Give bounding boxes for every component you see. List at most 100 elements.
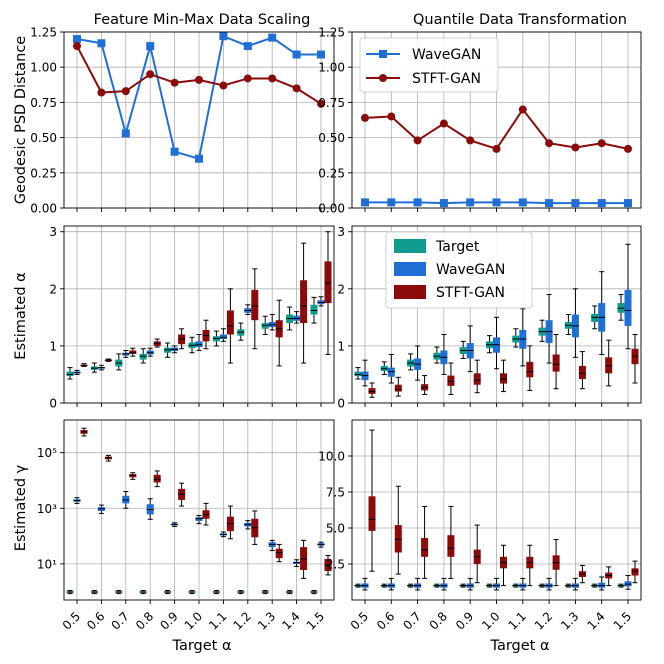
box-stft-gan bbox=[275, 548, 283, 559]
panel-r2-c1: 2.5 5.0 7.5 10.0 0.5 0.6 0.7 0.8 0.9 1.0 1.1 1.2 1.3… bbox=[318, 419, 642, 633]
point-wavegan bbox=[466, 198, 475, 207]
axes-frame bbox=[63, 225, 335, 404]
xtick-label: 0.5 bbox=[348, 609, 371, 632]
point-wavegan bbox=[170, 147, 179, 156]
point-stft-gan bbox=[571, 143, 580, 152]
panel-r1-c0: 0 1 2 3 bbox=[49, 225, 335, 411]
box-stft-gan bbox=[500, 373, 507, 384]
ytick-label: 0.50 bbox=[30, 131, 57, 145]
column-title-right: Quantile Data Transformation bbox=[413, 12, 627, 28]
legend: WaveGAN STFT-GAN bbox=[359, 37, 499, 93]
legend-label: STFT-GAN bbox=[412, 71, 481, 87]
point-stft-gan bbox=[292, 84, 301, 93]
panel-r0-c0: 0.00 0.25 0.50 0.75 1.00 1.25 bbox=[30, 26, 335, 216]
point-stft-gan bbox=[146, 70, 155, 79]
point-wavegan bbox=[597, 199, 606, 208]
xtick-label: 0.6 bbox=[374, 609, 397, 632]
ytick-label: 1.25 bbox=[318, 26, 345, 40]
xtick-label: 0.8 bbox=[427, 609, 450, 632]
axes-frame bbox=[63, 419, 335, 601]
xtick-label: 0.7 bbox=[400, 609, 423, 632]
ytick-label: 10⁵ bbox=[37, 446, 57, 460]
xtick-label: 0.5 bbox=[60, 609, 83, 632]
xtick-label: 1.1 bbox=[506, 609, 529, 632]
ytick-label: 1.25 bbox=[30, 26, 57, 40]
legend-label: WaveGAN bbox=[412, 47, 481, 63]
ytick-label: 3 bbox=[49, 225, 57, 239]
point-wavegan bbox=[518, 198, 527, 207]
point-wavegan bbox=[146, 42, 155, 51]
ytick-label: 7.5 bbox=[326, 486, 345, 500]
box-stft-gan bbox=[368, 496, 376, 531]
box-stft-gan bbox=[394, 384, 402, 392]
ytick-label: 0.75 bbox=[30, 96, 57, 110]
point-wavegan bbox=[439, 199, 448, 208]
point-stft-gan bbox=[413, 136, 422, 145]
xtick-label: 1.1 bbox=[206, 609, 229, 632]
box-wavegan bbox=[624, 289, 632, 326]
point-stft-gan bbox=[170, 78, 179, 87]
point-wavegan bbox=[97, 39, 106, 48]
point-wavegan bbox=[492, 198, 501, 207]
axes-frame bbox=[63, 31, 335, 209]
xtick-label: 1.5 bbox=[304, 609, 327, 632]
ytick-label: 0.75 bbox=[318, 96, 345, 110]
xtick-label: 1.4 bbox=[279, 609, 302, 632]
panel-r2-c0: 10¹ 10³ 10⁵ 0.5 0.6 0.7 0.8 0.9 1.0 1.1 1.2 1.3 1.4 1… bbox=[37, 419, 335, 633]
box-stft-gan bbox=[447, 535, 455, 557]
point-stft-gan bbox=[219, 81, 228, 90]
ytick-label: 5.0 bbox=[326, 522, 345, 536]
ytick-label: 0.00 bbox=[318, 202, 345, 216]
box-stft-gan bbox=[153, 474, 161, 483]
panel-r1-c1: 0 1 2 3 Target WaveGAN STFT-GAN bbox=[337, 225, 642, 411]
point-stft-gan bbox=[466, 136, 475, 145]
box-stft-gan bbox=[394, 525, 402, 553]
panel-r0-c1: 0.00 0.25 0.50 0.75 1.00 1.25 WaveGAN STFT-GAN bbox=[318, 26, 642, 216]
point-wavegan bbox=[387, 198, 396, 207]
ytick-label: 1 bbox=[337, 339, 345, 353]
legend-label: Target bbox=[435, 239, 480, 255]
box-target bbox=[261, 323, 269, 329]
point-wavegan bbox=[292, 50, 301, 59]
point-stft-gan bbox=[387, 112, 396, 121]
box-stft-gan bbox=[368, 388, 376, 394]
point-stft-gan bbox=[195, 75, 203, 84]
point-stft-gan bbox=[121, 87, 130, 96]
ytick-label: 0.25 bbox=[30, 166, 57, 180]
point-wavegan bbox=[73, 35, 81, 44]
point-stft-gan bbox=[518, 105, 527, 114]
ytick-label: 0 bbox=[49, 397, 57, 411]
xtick-label: 0.9 bbox=[157, 609, 180, 632]
point-stft-gan bbox=[439, 119, 448, 128]
xtick-label: 1.4 bbox=[584, 609, 607, 632]
point-wavegan bbox=[219, 32, 228, 41]
ytick-label: 10.0 bbox=[318, 450, 345, 464]
xtick-label: 0.9 bbox=[453, 609, 476, 632]
point-wavegan bbox=[624, 199, 632, 208]
axes-frame bbox=[351, 31, 642, 209]
point-wavegan bbox=[243, 42, 252, 51]
xtick-label: 1.2 bbox=[532, 609, 555, 632]
box-stft-gan bbox=[129, 350, 137, 354]
ytick-label: 10³ bbox=[37, 502, 57, 516]
axes-frame bbox=[351, 225, 642, 404]
point-wavegan bbox=[361, 198, 369, 207]
column-title-left: Feature Min-Max Data Scaling bbox=[94, 12, 311, 28]
xlabel-right: Target α bbox=[489, 638, 549, 654]
legend-marker bbox=[379, 74, 387, 82]
ytick-label: 2 bbox=[337, 282, 345, 296]
box-stft-gan bbox=[552, 354, 560, 372]
ytick-label: 0.50 bbox=[318, 131, 345, 145]
box-target bbox=[354, 371, 362, 377]
ytick-label: 1.00 bbox=[30, 61, 57, 75]
ytick-label: 1.00 bbox=[318, 61, 345, 75]
xtick-label: 0.6 bbox=[84, 609, 107, 632]
point-stft-gan bbox=[545, 139, 554, 148]
ylabel-row-2: Estimated γ bbox=[13, 464, 29, 551]
ylabel-row-1: Estimated α bbox=[13, 272, 29, 359]
ytick-label: 2.5 bbox=[326, 558, 345, 572]
xtick-label: 1.0 bbox=[479, 609, 502, 632]
box-stft-gan bbox=[251, 289, 259, 321]
box-stft-gan bbox=[631, 568, 639, 576]
